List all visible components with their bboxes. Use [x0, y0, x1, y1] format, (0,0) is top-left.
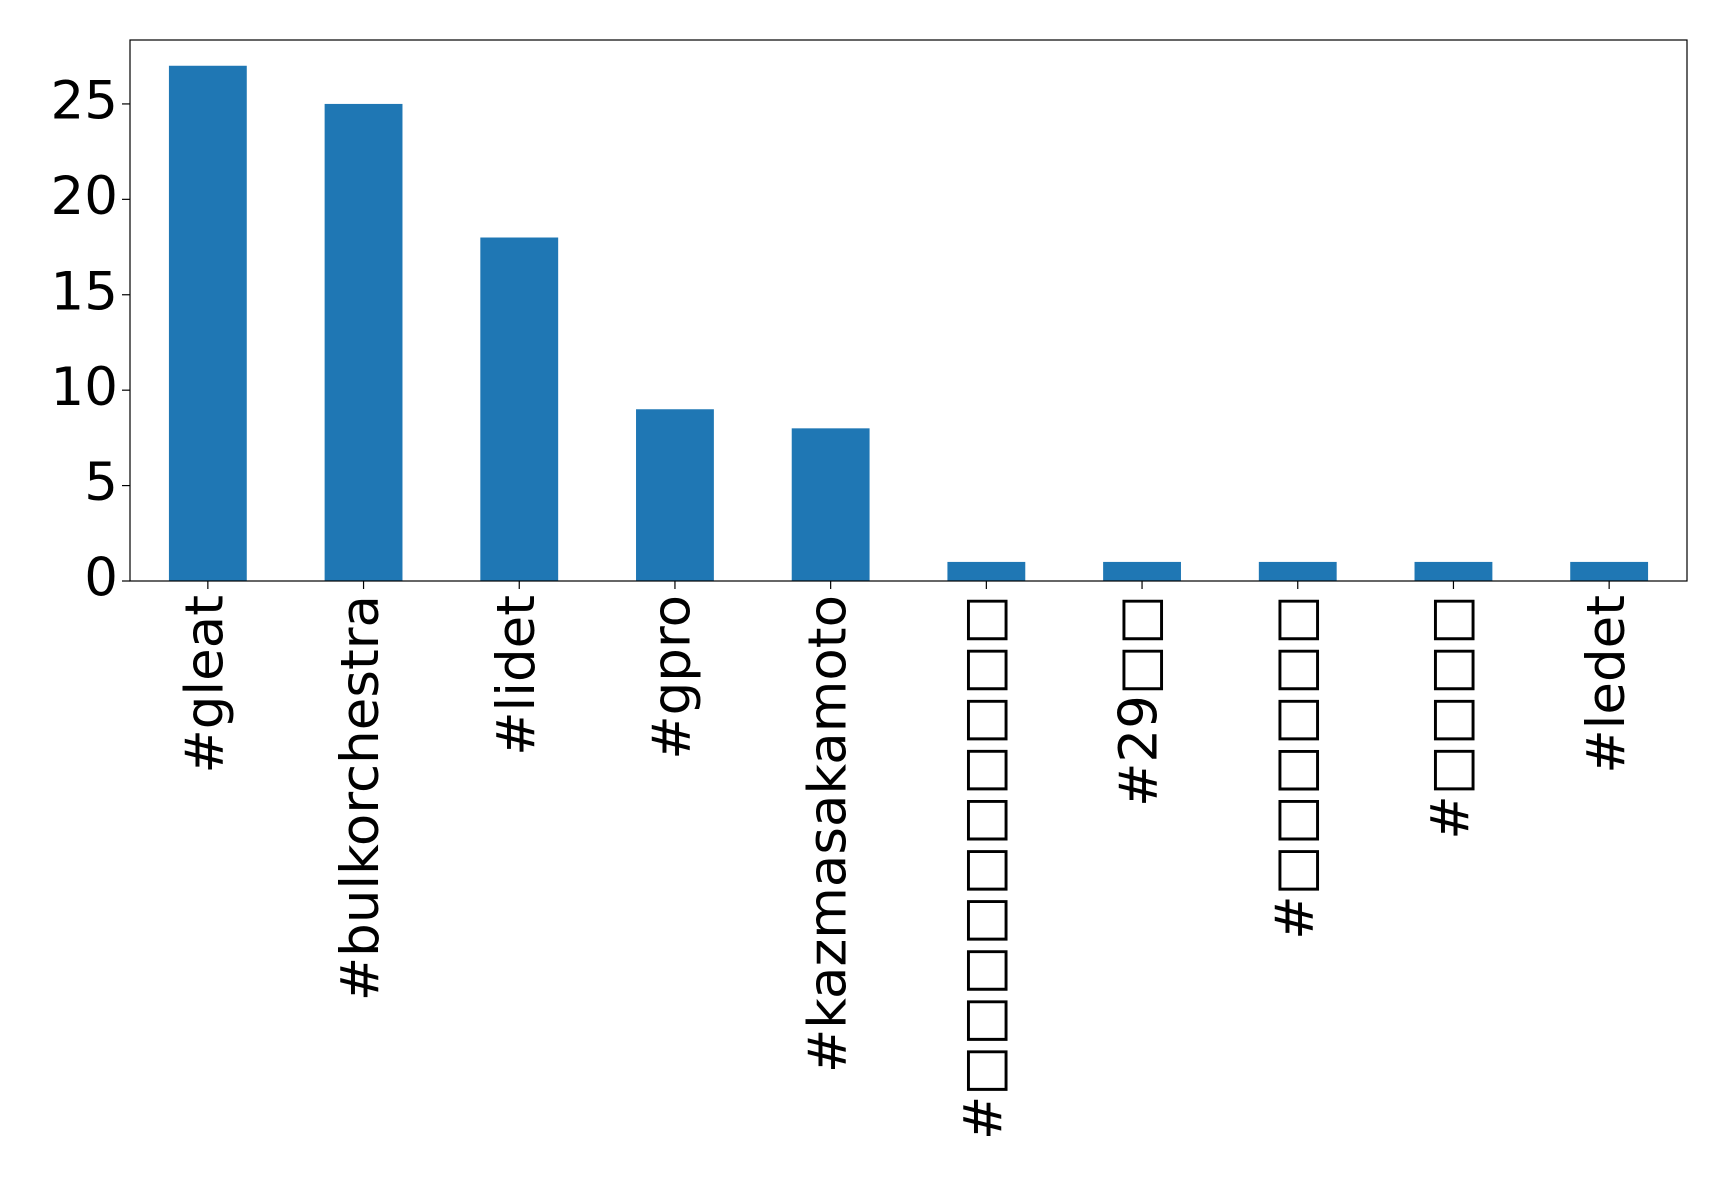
x-tick-label: #29□□: [1109, 595, 1170, 807]
bar: [324, 103, 403, 582]
plot-frame: [129, 39, 1688, 582]
bar: [1258, 561, 1337, 581]
bar: [1414, 561, 1493, 581]
bar: [1103, 561, 1181, 581]
bar: [791, 428, 870, 581]
x-tick-label: #bulkorchestra: [330, 595, 391, 1001]
x-tick-label: #gpro: [642, 595, 703, 760]
x-tick-label: #lidet: [486, 595, 547, 756]
bar: [636, 409, 714, 581]
x-tick-label: #□□□□□□□□□□: [953, 595, 1014, 1140]
y-tick-label: 5: [84, 452, 118, 513]
bar: [1570, 561, 1649, 581]
bar: [480, 237, 559, 581]
y-tick-label: 10: [51, 357, 118, 418]
x-tick-label: #ledet: [1576, 595, 1637, 774]
y-tick-label: 15: [51, 261, 118, 322]
x-tick-label: #gleat: [174, 595, 235, 774]
x-tick-label: #kazmasakamoto: [797, 595, 858, 1073]
y-tick-label: 0: [84, 548, 118, 609]
x-tick-label: #□□□□: [1420, 595, 1481, 840]
y-tick-label: 20: [51, 166, 118, 227]
bar: [168, 65, 247, 581]
x-tick-label: #□□□□□□: [1264, 595, 1325, 940]
bar: [947, 561, 1026, 581]
y-tick-label: 25: [51, 71, 118, 132]
